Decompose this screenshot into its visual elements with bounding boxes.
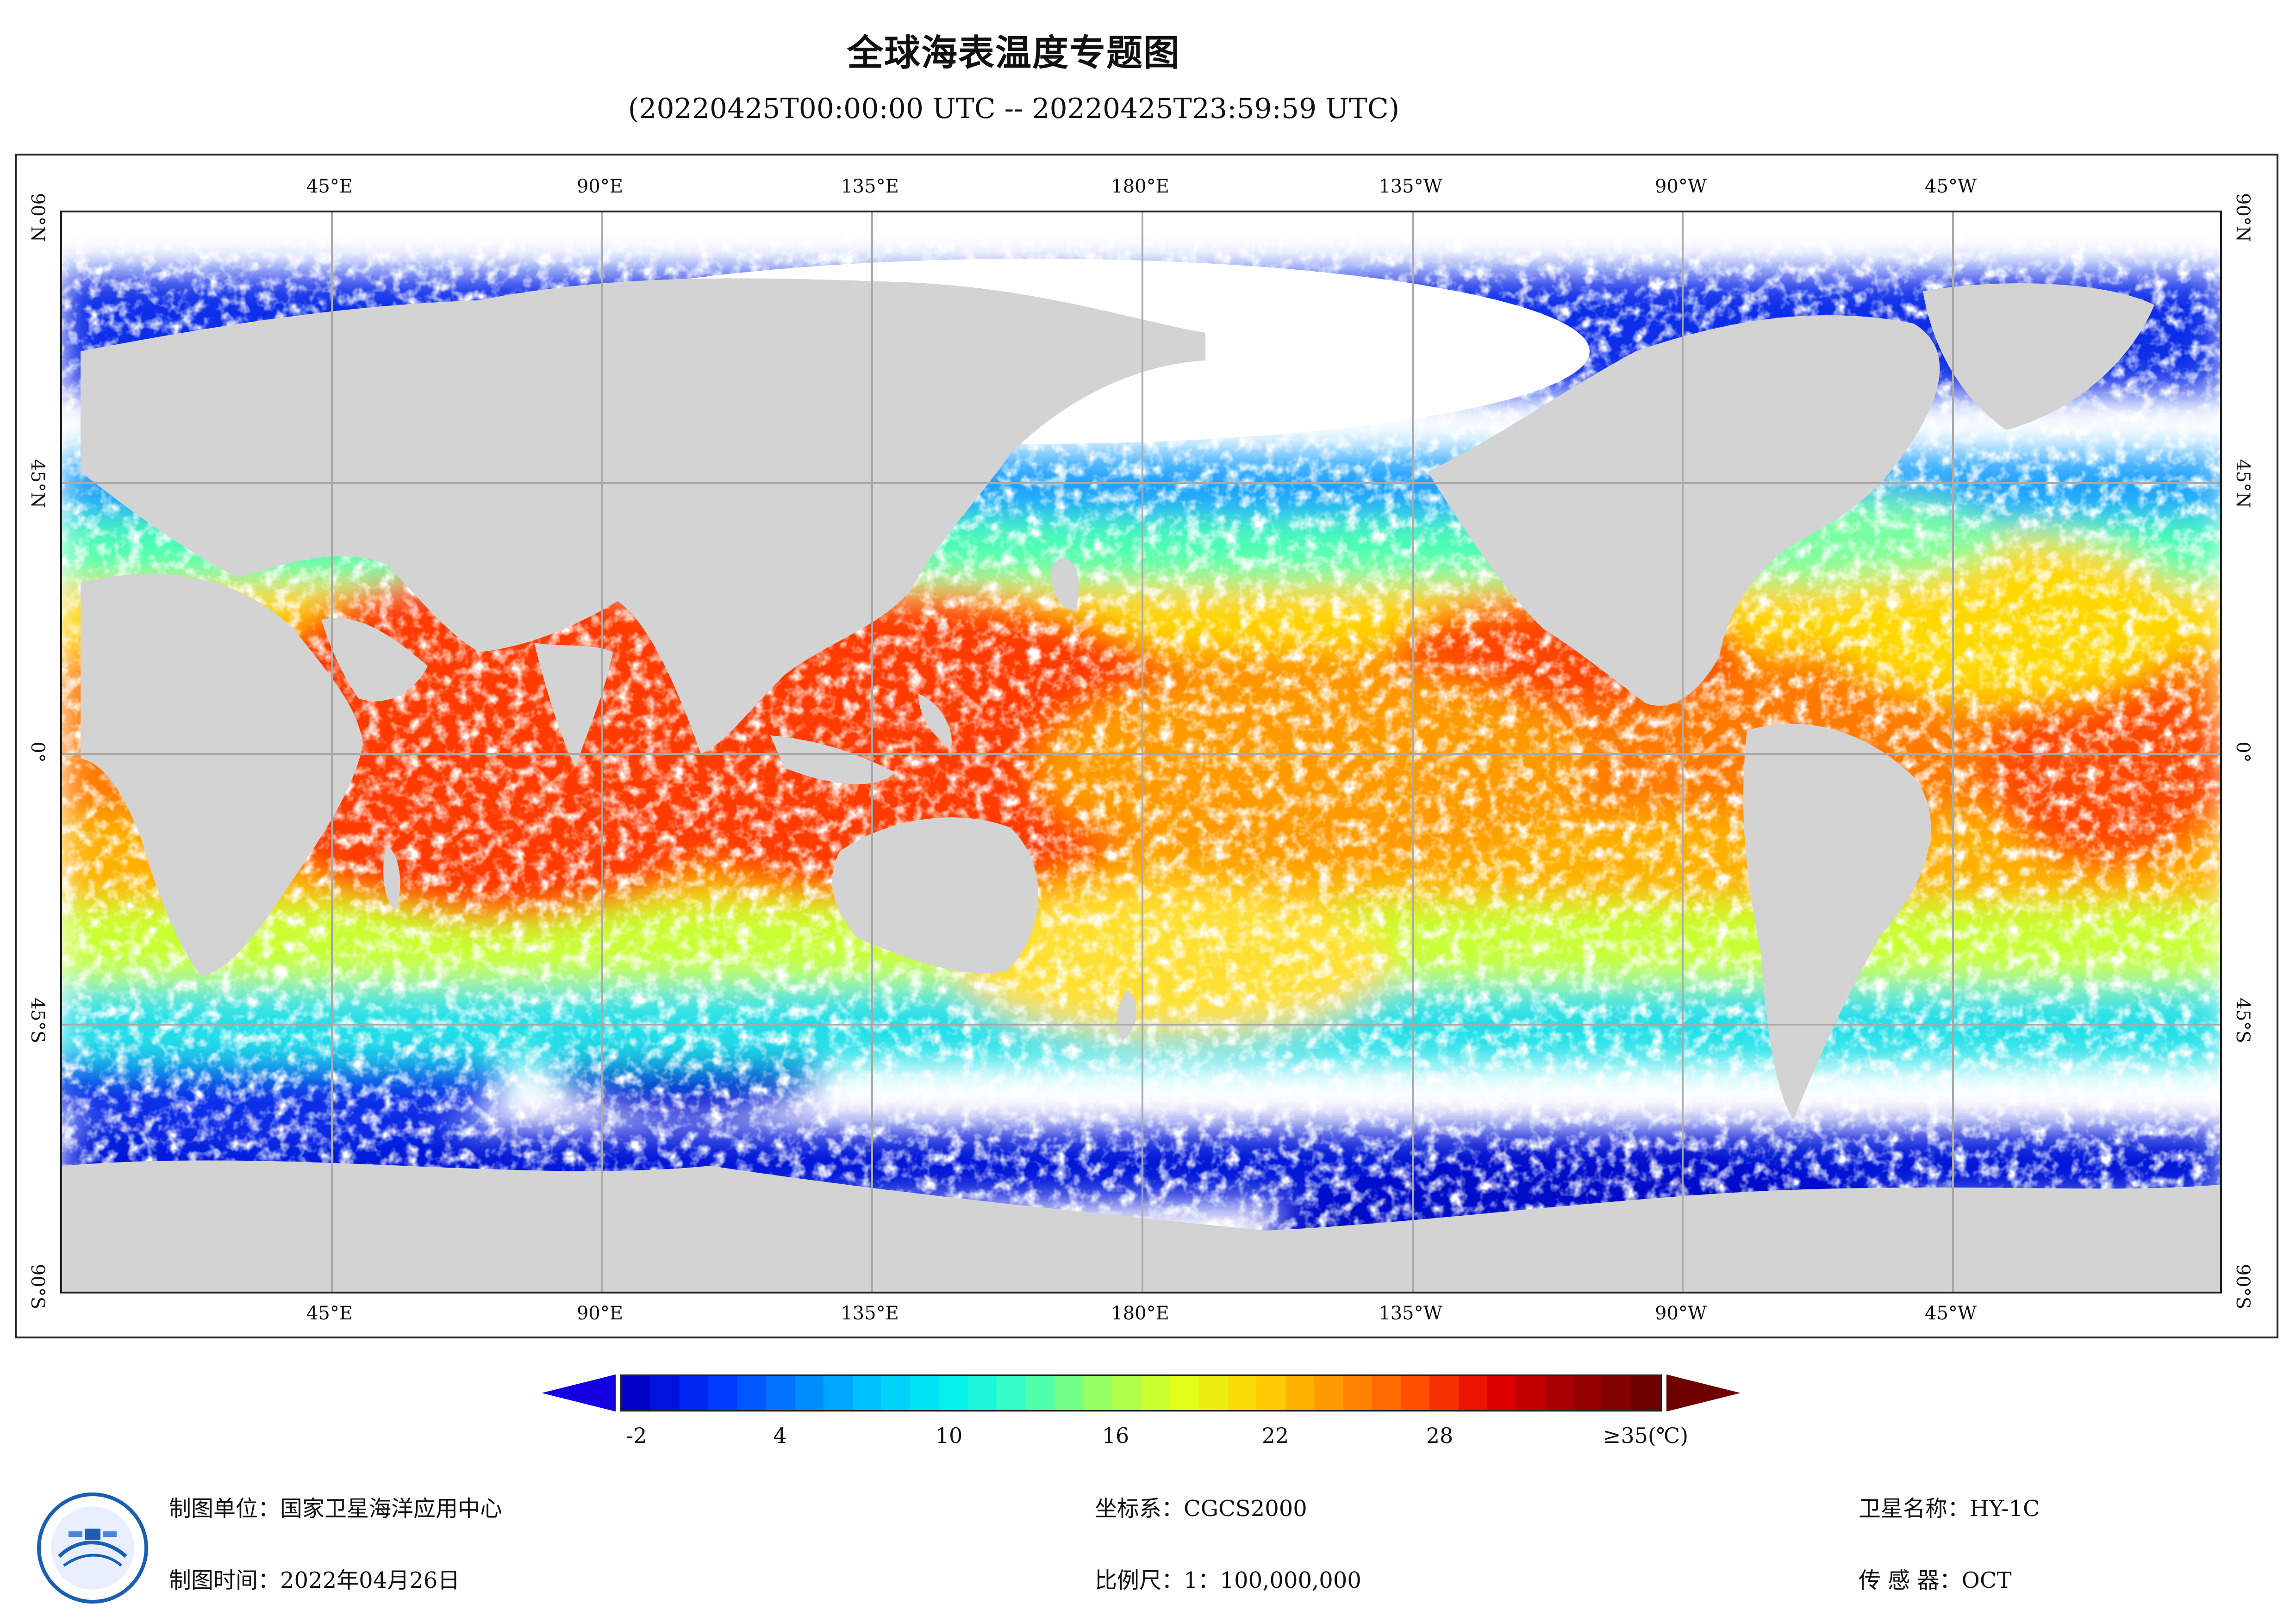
lon-label-bottom-180e: 180°E — [1111, 1303, 1169, 1324]
lat-label-left-90s: 90°S — [27, 1263, 48, 1310]
colorbar-segment — [1285, 1376, 1314, 1410]
colorbar-tick: -2 — [626, 1423, 647, 1448]
graticule — [62, 212, 2220, 1292]
lon-label-bottom-45w: 45°W — [1924, 1303, 1977, 1324]
footer-sensor: 传 感 器：OCT — [1859, 1567, 2012, 1593]
colorbar-segment — [967, 1376, 997, 1410]
colorbar-segment — [852, 1376, 881, 1410]
lon-label-bottom-90e: 90°E — [576, 1303, 624, 1324]
colorbar-segment — [1372, 1376, 1401, 1410]
colorbar-segment — [939, 1376, 968, 1410]
colorbar-segment — [1112, 1376, 1141, 1410]
lon-label-top-135e: 135°E — [841, 176, 899, 197]
colorbar-segment — [650, 1376, 680, 1410]
colorbar-segment — [1083, 1376, 1112, 1410]
colorbar-segment — [622, 1376, 651, 1410]
colorbar-segment — [1025, 1376, 1054, 1410]
colorbar-segment — [1400, 1376, 1430, 1410]
colorbar-segment — [824, 1376, 853, 1410]
footer-date: 制图时间：2022年04月26日 — [169, 1567, 460, 1593]
lat-label-right-45n: 45°N — [2232, 459, 2253, 508]
colorbar-segment — [1429, 1376, 1459, 1410]
colorbar-tick: ≥35(℃) — [1603, 1423, 1689, 1448]
map-subtitle: (20220425T00:00:00 UTC -- 20220425T23:59… — [628, 93, 1400, 125]
colorbar-segment — [679, 1376, 708, 1410]
footer-scale: 比例尺：1：100,000,000 — [1095, 1567, 1361, 1593]
colorbar — [620, 1374, 1662, 1412]
lon-label-top-45e: 45°E — [306, 176, 353, 197]
colorbar-segment — [1631, 1376, 1660, 1410]
colorbar-segment — [1170, 1376, 1199, 1410]
colorbar-segment — [708, 1376, 737, 1410]
colorbar-segment — [1256, 1376, 1285, 1410]
colorbar-segment — [737, 1376, 766, 1410]
sst-map-svg — [62, 212, 2220, 1292]
lon-label-top-180e: 180°E — [1111, 176, 1169, 197]
colorbar-segment — [1227, 1376, 1257, 1410]
colorbar-segment — [1603, 1376, 1632, 1410]
colorbar-segment — [766, 1376, 795, 1410]
colorbar-segment — [1487, 1376, 1516, 1410]
lat-label-left-45s: 45°S — [27, 997, 48, 1044]
colorbar-segment — [881, 1376, 911, 1410]
lon-label-bottom-45e: 45°E — [306, 1303, 353, 1324]
colorbar-segment — [1054, 1376, 1084, 1410]
colorbar-segment — [1458, 1376, 1487, 1410]
colorbar-tick: 16 — [1102, 1423, 1129, 1448]
footer-producer: 制图单位：国家卫星海洋应用中心 — [169, 1496, 503, 1522]
lon-label-top-135w: 135°W — [1379, 176, 1442, 197]
colorbar-under-arrow — [542, 1374, 616, 1412]
footer-satellite: 卫星名称：HY-1C — [1859, 1496, 2040, 1522]
colorbar-segment — [1314, 1376, 1343, 1410]
lat-label-right-90s: 90°S — [2232, 1263, 2253, 1310]
lon-label-bottom-135e: 135°E — [841, 1303, 899, 1324]
lat-label-right-0: 0° — [2232, 741, 2253, 763]
colorbar-segment — [1343, 1376, 1372, 1410]
lat-label-right-90n: 90°N — [2232, 193, 2253, 242]
colorbar-segment — [1545, 1376, 1574, 1410]
nsoas-logo — [37, 1492, 148, 1604]
lat-label-left-90n: 90°N — [27, 193, 48, 242]
lon-label-top-45w: 45°W — [1924, 176, 1977, 197]
colorbar-segment — [1198, 1376, 1228, 1410]
lon-label-top-90w: 90°W — [1654, 176, 1707, 197]
lat-label-left-0: 0° — [27, 741, 48, 763]
colorbar-tick: 22 — [1261, 1423, 1289, 1448]
colorbar-segment — [1573, 1376, 1603, 1410]
colorbar-tick: 4 — [773, 1423, 787, 1448]
lon-label-bottom-135w: 135°W — [1379, 1303, 1442, 1324]
footer-crs: 坐标系：CGCS2000 — [1095, 1496, 1307, 1522]
map-title: 全球海表温度专题图 — [847, 32, 1180, 74]
colorbar-tick: 28 — [1426, 1423, 1454, 1448]
colorbar-tick: 10 — [935, 1423, 963, 1448]
colorbar-segment — [1516, 1376, 1545, 1410]
sst-map[interactable] — [60, 211, 2222, 1293]
lon-label-top-90e: 90°E — [576, 176, 624, 197]
colorbar-segment — [1141, 1376, 1170, 1410]
colorbar-segment — [997, 1376, 1026, 1410]
colorbar-over-arrow — [1666, 1374, 1741, 1412]
colorbar-segment — [794, 1376, 824, 1410]
colorbar-segment — [910, 1376, 939, 1410]
lat-label-right-45s: 45°S — [2232, 997, 2253, 1044]
lon-label-bottom-90w: 90°W — [1654, 1303, 1707, 1324]
lat-label-left-45n: 45°N — [27, 459, 48, 508]
